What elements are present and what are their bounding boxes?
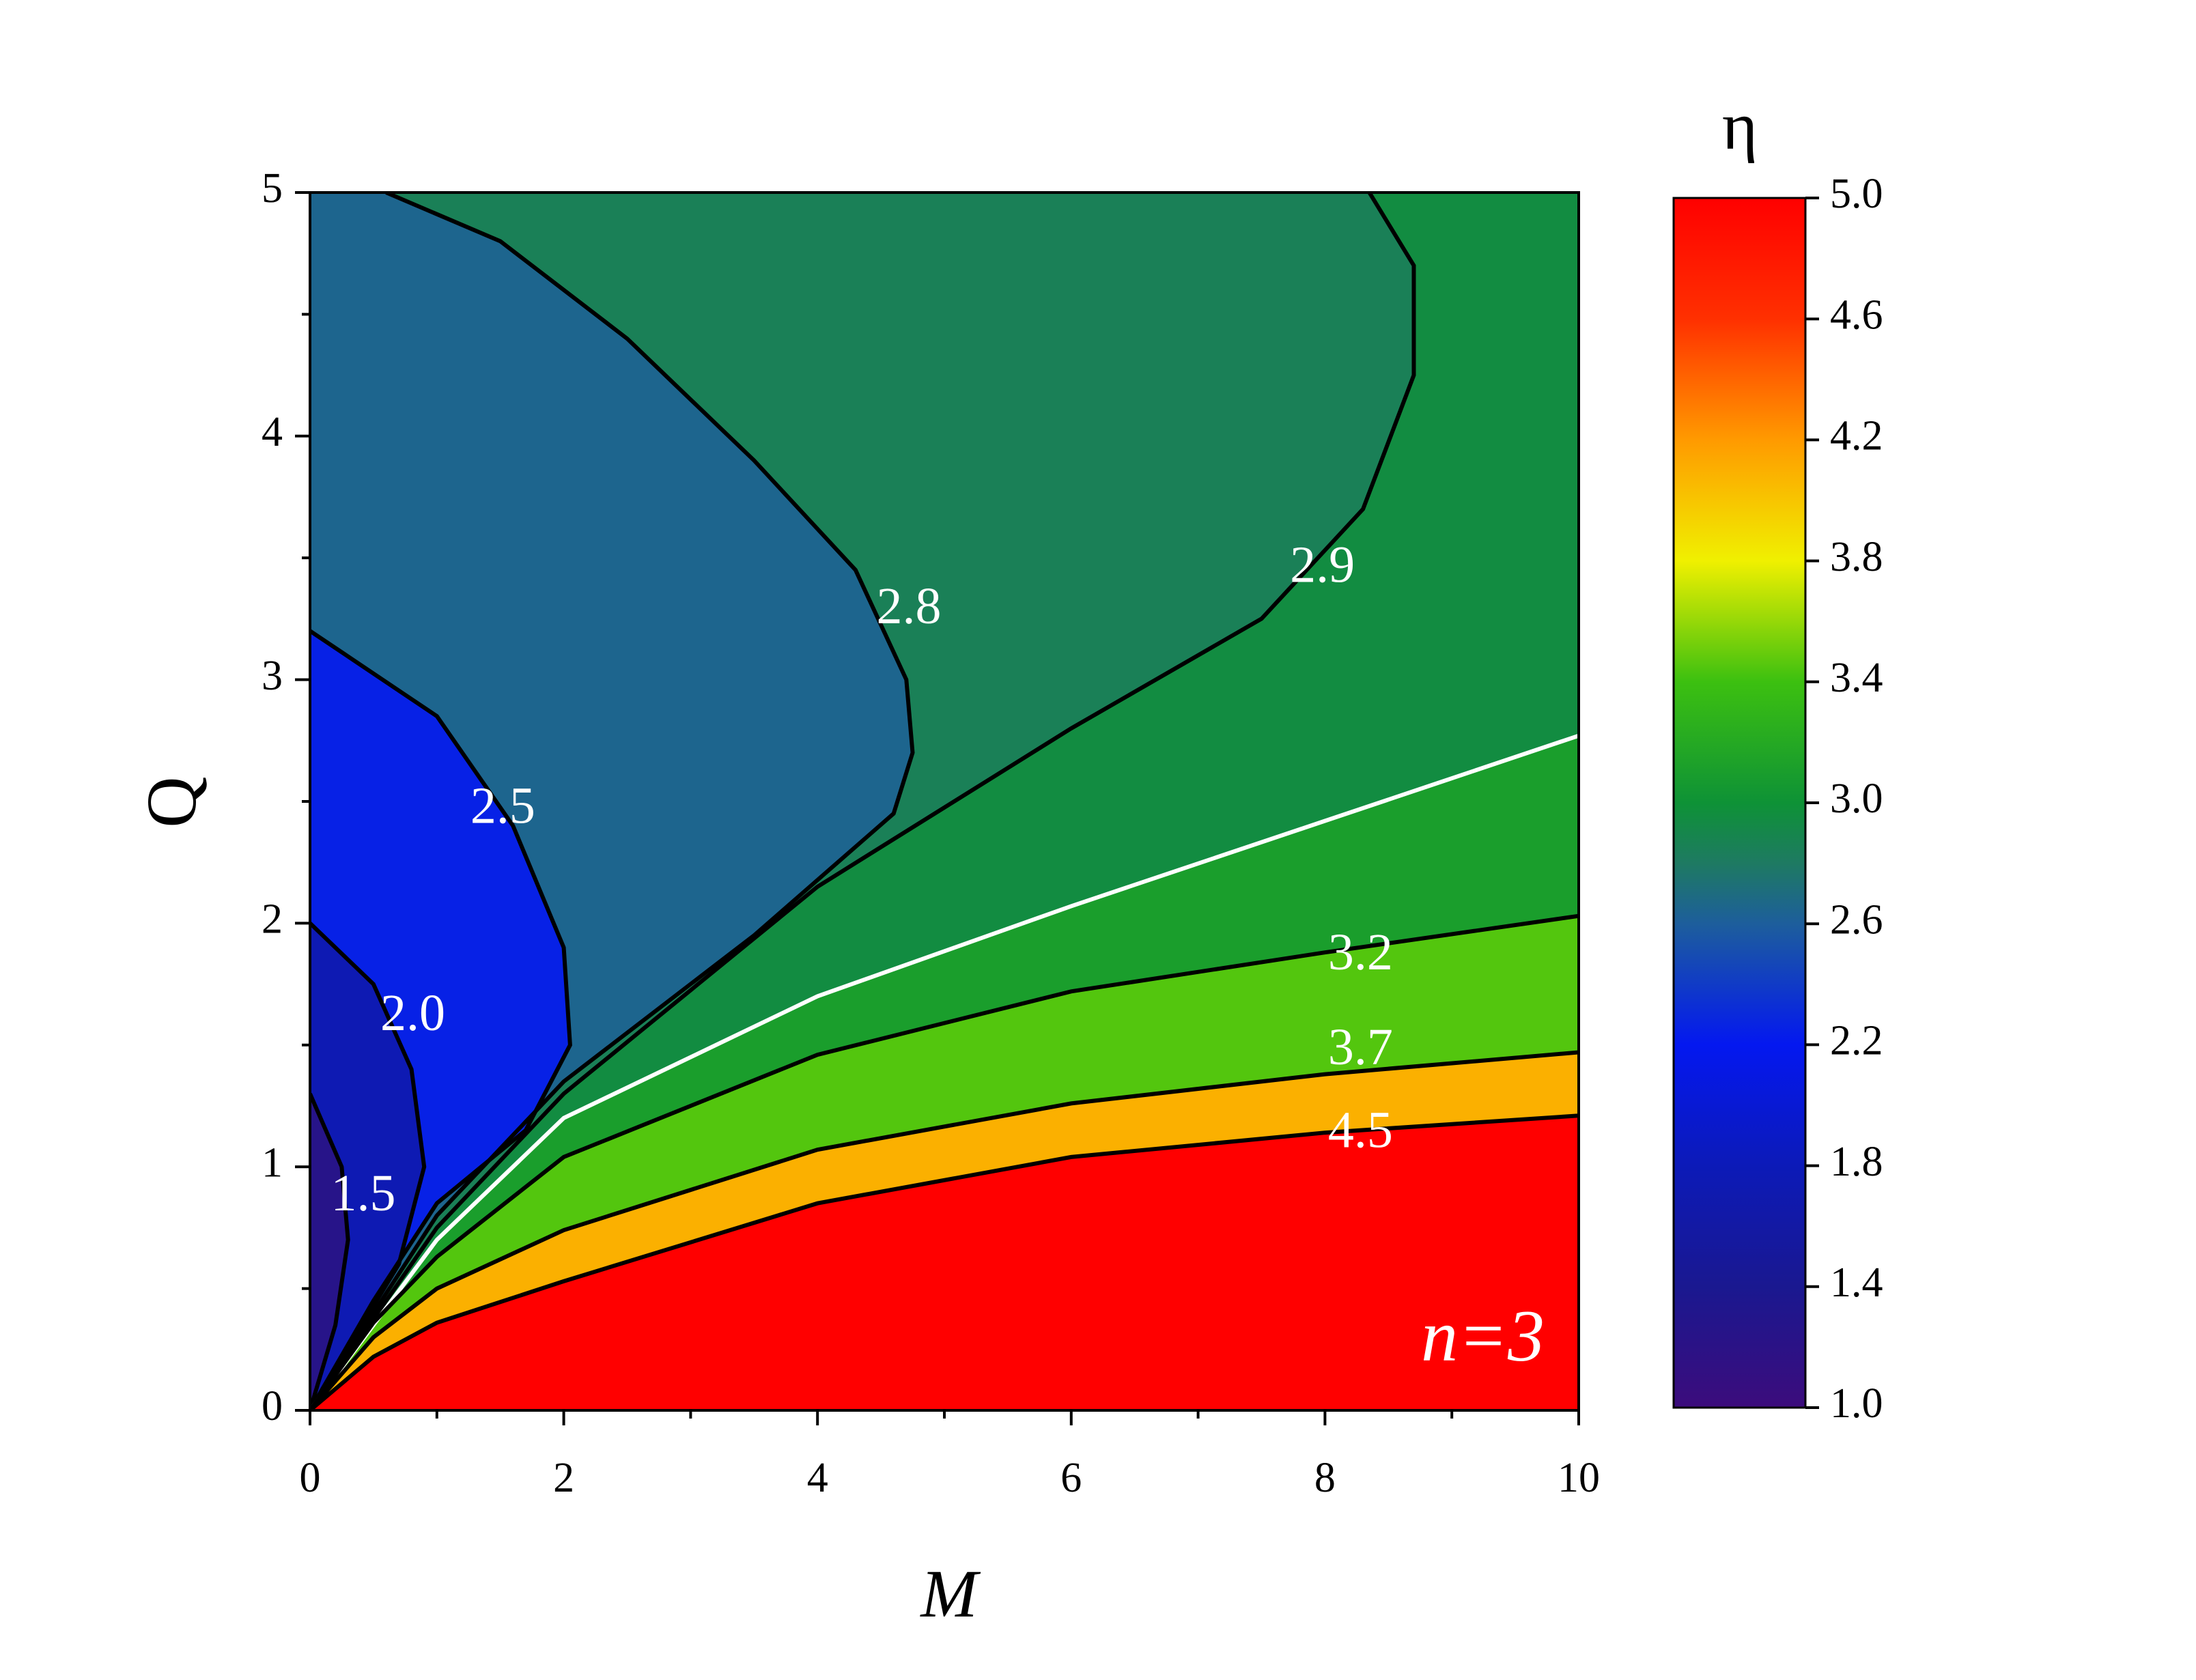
contour-label: 2.5 — [470, 778, 535, 835]
colorbar-tick-label: 1.4 — [1830, 1259, 1883, 1306]
colorbar-tick-label: 3.4 — [1830, 655, 1883, 701]
contour-label: 1.5 — [331, 1165, 396, 1222]
colorbar-tick-label: 2.2 — [1830, 1018, 1883, 1064]
contour-label: 3.7 — [1328, 1019, 1393, 1076]
overlay: 1.5 2.0 2.5 2.8 2.9 3.2 3.7 4.5 0 2 4 6 8 10 0 1 2 3 4 5 1.0… — [262, 165, 1883, 1501]
y-tick-label: 5 — [262, 165, 283, 212]
contour-line — [310, 193, 1416, 1410]
contour-line — [310, 1113, 1579, 1410]
x-tick-label: 6 — [1060, 1455, 1082, 1501]
contour-line — [310, 629, 572, 1410]
y-tick-label: 4 — [262, 409, 283, 455]
y-tick-label: 2 — [262, 896, 283, 943]
contour-fill — [310, 1115, 1579, 1410]
y-tick-label: 3 — [262, 653, 283, 699]
colorbar-tick-label: 1.0 — [1830, 1380, 1883, 1427]
x-tick-label: 8 — [1314, 1455, 1336, 1501]
colorbar-tick-label: 4.2 — [1830, 413, 1883, 459]
x-axis-label: M — [919, 1556, 981, 1632]
contour-line — [310, 733, 1579, 1410]
contour-fills — [310, 193, 1579, 1410]
x-tick-label: 0 — [300, 1455, 321, 1501]
x-tick-label: 10 — [1558, 1455, 1600, 1501]
x-tick-label: 2 — [553, 1455, 574, 1501]
x-tick-label: 4 — [807, 1455, 828, 1501]
contour-label: 3.2 — [1328, 924, 1393, 981]
contour-line — [310, 913, 1579, 1410]
colorbar — [1672, 197, 1807, 1409]
colorbar-tick-label: 2.6 — [1830, 896, 1883, 943]
plot-frame — [309, 191, 1580, 1412]
contour-label: 4.5 — [1328, 1101, 1393, 1158]
contour-lines — [310, 193, 1579, 1410]
colorbar-label: η — [1722, 88, 1758, 164]
y-axis-label: Q — [132, 776, 211, 827]
contour-label: 2.8 — [876, 578, 941, 635]
colorbar-tick-label: 1.8 — [1830, 1139, 1883, 1185]
contour-label: 2.9 — [1290, 536, 1355, 593]
contour-line — [310, 1050, 1579, 1410]
colorbar-tick-label: 4.6 — [1830, 291, 1883, 338]
contour-line — [310, 193, 915, 1410]
colorbar-tick-label: 5.0 — [1830, 171, 1883, 217]
y-tick-label: 1 — [262, 1139, 283, 1186]
annotation: n=3 — [1421, 1296, 1545, 1377]
contour-line — [310, 1093, 350, 1410]
contour-fill — [310, 1094, 348, 1410]
colorbar-tick-label: 3.0 — [1830, 775, 1883, 822]
y-tick-label: 0 — [262, 1383, 283, 1429]
contour-label: 2.0 — [380, 984, 445, 1042]
colorbar-tick-label: 3.8 — [1830, 534, 1883, 580]
